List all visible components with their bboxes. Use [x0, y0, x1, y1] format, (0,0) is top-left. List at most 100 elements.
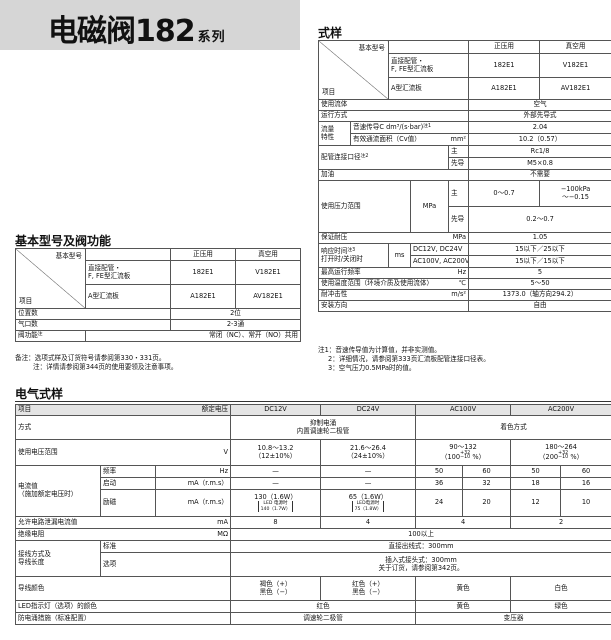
text-block: 备注：选项式样及订货符号请参阅第330・331页。 [15, 354, 166, 362]
text-block: 关于订货，请参阅第342页。 [378, 563, 464, 572]
table-cell: ms [388, 243, 411, 268]
table-cell: 12 [510, 489, 562, 517]
text: 绝缘电阻 [18, 529, 45, 538]
table-cell: AC100V [415, 404, 512, 416]
section-title: 基本型号及阀功能 [15, 234, 112, 248]
text-block: 注1：音速传导值为计算值，并非实测值。 [318, 346, 441, 354]
table-cell: DC24V [320, 404, 417, 416]
table-cell: 标准 [99, 540, 232, 553]
text-block: （100 +32 −10 %） [418, 450, 508, 462]
table-cell: 褐色（+） 黑色（−） [230, 576, 322, 601]
table-cell: AV182E1 [539, 77, 611, 100]
table-cell: V182E1 [539, 53, 611, 78]
table-cell: 8 [230, 516, 322, 529]
text-block: LED电源时 [356, 501, 380, 507]
table-cell: 自由 [468, 300, 611, 312]
table-cell [387, 40, 470, 54]
table-cell: 5～50 [468, 278, 611, 290]
text-block: 内置调速轮二极管 [296, 426, 350, 435]
table-cell: 保证耐压 MPa [317, 232, 470, 244]
table-cell: 5 [468, 267, 611, 279]
table-cell: 180～264 （200 +32 −10 %） [510, 439, 611, 466]
text: 音速传导C dm³/(s·bar) [353, 122, 424, 131]
text-block: −100kPa [560, 184, 591, 193]
basic-notes: 备注：选项式样及订货符号请参阅第330・331页。 注：详情请参阅第344页的使用… [15, 354, 177, 372]
text-block: F, FE型汇流板 [391, 64, 434, 73]
text: 额定电压 [201, 405, 229, 414]
table-row: 导线颜色 褐色（+） 黑色（−） 红色（+） 黑色（−） 黄色 白色 [14, 576, 611, 601]
table-cell: 最高运行频率 Hz [317, 267, 470, 279]
text: ℃ [458, 279, 467, 288]
table-cell: 加油 [317, 169, 470, 181]
table-cell: 使用压力范围 [318, 180, 411, 233]
text: 使用温度范围（环境介质及使用流体） [321, 279, 434, 288]
table-cell: AC200V [510, 404, 611, 416]
table-cell: 电流值 （施加额定电压时） [15, 465, 101, 517]
text: +32 −10 [460, 450, 471, 462]
table-cell: 不需要 [468, 169, 611, 181]
table-row: 绝缘电阻 MΩ 100以上 [14, 528, 611, 541]
text: m/s² [451, 290, 467, 299]
table-cell: 耐冲击性 m/s² [317, 289, 470, 301]
table-cell: Hz [154, 465, 232, 478]
text-block: 直接配管・ [88, 263, 121, 272]
text-block: 插入式接头式：300mm [385, 555, 457, 564]
table-row: 基本型号 项目 正压用 真空用 [15, 248, 301, 309]
table-cell: 运行方式 [317, 110, 470, 122]
text-block: ～−0.15 [562, 192, 589, 201]
text: Hz [457, 268, 467, 277]
table-cell: 主 [447, 145, 470, 158]
table-cell: 主 [447, 180, 470, 207]
table-cell: 白色 [510, 576, 611, 601]
text: MPa [452, 233, 467, 242]
table-row: 使用温度范围（环境介质及使用流体） ℃ 5～50 [317, 278, 611, 290]
text: 使用电压范围 [18, 447, 58, 456]
table-cell: 先导 [447, 206, 470, 233]
text: 耐冲击性 [321, 290, 348, 299]
basic-table: 基本型号 项目 正压用 真空用 直接配管・ F, FE型汇流板 182E1 V182E1 A… [15, 248, 301, 342]
text-block: 3：空气压力0.5MPa时的值。 [328, 363, 416, 372]
text-block: +32 [460, 450, 471, 456]
table-row: A型汇流板 A182E1 AV182E1 [16, 284, 301, 309]
title: 电磁阀182 [48, 14, 196, 49]
table-cell: 15以下／25以下 [468, 243, 611, 256]
table-cell: 抑制电涌 内置调速轮二极管 [230, 415, 417, 440]
table-row: 励磁 mA（r.m.s） 130（1.6W） LED 电源时 140（1.7W） 65（1… [16, 489, 611, 517]
table-cell: 15以下／15以下 [468, 255, 611, 268]
table-cell: 直接出线式：300mm [230, 540, 611, 553]
table-cell: — [230, 477, 322, 490]
note-mark: 注3 [347, 247, 356, 253]
table-cell: 1373.0（轴方向294.2） [468, 289, 611, 301]
text-block: 打开时/关闭时 [321, 254, 363, 263]
text-block: 红色（+） [352, 579, 384, 588]
text-block: LED 电源时 [263, 501, 288, 507]
table-row: 耐冲击性 m/s² 1373.0（轴方向294.2） [317, 289, 611, 301]
text-block: 流量 [321, 124, 335, 133]
table-cell: 插入式接头式：300mm 关于订货，请参阅第342页。 [230, 552, 611, 577]
table-row: 配管连接口径注2 主 Rc1/8 [318, 145, 611, 170]
table-cell: 0.2～0.7 [468, 206, 611, 233]
text: 有效通流面积（Cv值） [353, 134, 421, 143]
text-block: 注：详情请参阅第344页的使用要领及注意事项。 [33, 362, 178, 371]
table-cell: 4 [320, 516, 417, 529]
table-row: 阀功能注 常闭（NC）、常开（NO）共用 [15, 330, 301, 342]
table-cell: LED指示灯（选项）的颜色 [14, 600, 232, 613]
text: 项目 [18, 405, 32, 414]
table-body: 基本型号 项目 正压用 真空用 直接配管・ F, FE型汇流板 182E1 V182E1 A… [15, 248, 301, 342]
table-cell: 调速轮二极管 [230, 612, 417, 625]
table-cell: 36 [415, 477, 464, 490]
table-cell: 21.6～26.4 （24±10%） [320, 439, 417, 466]
text: 项目 [322, 88, 336, 97]
text: %） [570, 452, 584, 461]
table-cell: A型汇流板 [85, 284, 171, 309]
text-block: 黑色（−） [259, 587, 292, 596]
text-block: F, FE型汇流板 [88, 271, 131, 280]
table-row: 项目 额定电压 DC12V DC24V AC100V AC200V [14, 404, 611, 416]
table-cell: 先导 [447, 157, 470, 170]
table-cell: 直接配管・ F, FE型汇流板 [85, 260, 171, 285]
table-cell: 响应时间注3 打开时/关闭时 [318, 243, 389, 268]
text-block: 电流值 [18, 482, 38, 491]
table-row: 直接配管・ F, FE型汇流板 182E1 V182E1 [16, 260, 301, 285]
table-cell: 有效通流面积（Cv值） mm² [349, 133, 470, 146]
table-cell: 32 [462, 477, 512, 490]
